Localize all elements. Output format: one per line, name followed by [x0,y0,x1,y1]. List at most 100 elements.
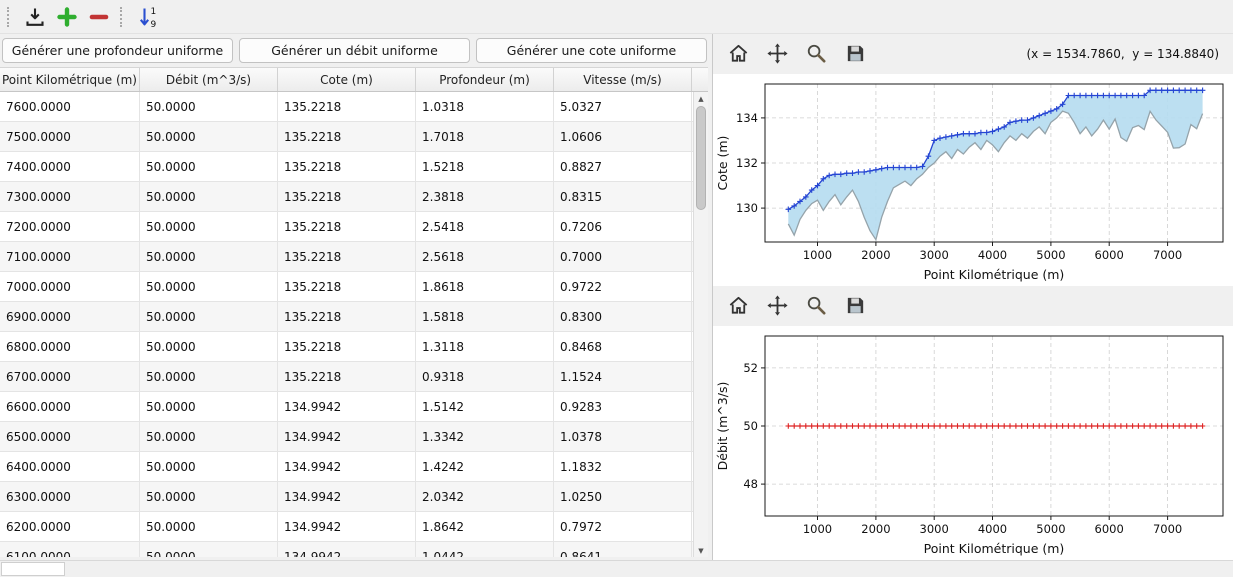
table-cell[interactable]: 134.9942 [278,512,416,541]
table-cell[interactable]: 135.2218 [278,272,416,301]
table-row[interactable]: 6100.0000 50.0000 134.9942 1.0442 0.8641 [0,542,693,557]
table-cell[interactable]: 6800.0000 [0,332,140,361]
table-cell[interactable]: 7500.0000 [0,122,140,151]
home-icon[interactable] [725,41,751,67]
table-cell[interactable]: 134.9942 [278,452,416,481]
table-row[interactable]: 6800.0000 50.0000 135.2218 1.3118 0.8468 [0,332,693,362]
home-icon[interactable] [725,293,751,319]
table-cell[interactable]: 6700.0000 [0,362,140,391]
table-cell[interactable]: 135.2218 [278,92,416,121]
table-cell[interactable]: 2.5618 [416,242,554,271]
column-header[interactable]: Vitesse (m/s) [554,68,692,91]
table-cell[interactable]: 6100.0000 [0,542,140,557]
table-cell[interactable]: 134.9942 [278,482,416,511]
table-row[interactable]: 6400.0000 50.0000 134.9942 1.4242 1.1832 [0,452,693,482]
toolbar-drag-handle[interactable] [7,6,14,27]
table-row[interactable]: 6900.0000 50.0000 135.2218 1.5818 0.8300 [0,302,693,332]
table-row[interactable]: 6600.0000 50.0000 134.9942 1.5142 0.9283 [0,392,693,422]
sort-numeric-icon[interactable]: 1 9 [134,3,162,31]
table-cell[interactable]: 50.0000 [140,392,278,421]
table-cell[interactable]: 50.0000 [140,362,278,391]
table-cell[interactable]: 50.0000 [140,422,278,451]
table-cell[interactable]: 0.8827 [554,152,692,181]
table-cell[interactable]: 1.1832 [554,452,692,481]
table-row[interactable]: 7300.0000 50.0000 135.2218 2.3818 0.8315 [0,182,693,212]
table-cell[interactable]: 50.0000 [140,482,278,511]
table-cell[interactable]: 0.7206 [554,212,692,241]
zoom-icon[interactable] [803,41,829,67]
scrollbar-thumb[interactable] [696,106,706,210]
save-icon[interactable] [842,41,868,67]
table-cell[interactable]: 50.0000 [140,272,278,301]
table-row[interactable]: 7400.0000 50.0000 135.2218 1.5218 0.8827 [0,152,693,182]
generate-uniform-flow-button[interactable]: Générer un débit uniforme [239,38,470,63]
table-cell[interactable]: 2.3818 [416,182,554,211]
vertical-scrollbar[interactable]: ▲ ▼ [693,92,708,557]
table-cell[interactable]: 135.2218 [278,152,416,181]
toolbar-drag-handle[interactable] [120,6,127,27]
table-cell[interactable]: 7400.0000 [0,152,140,181]
table-cell[interactable]: 5.0327 [554,92,692,121]
export-icon[interactable] [21,3,49,31]
table-cell[interactable]: 7600.0000 [0,92,140,121]
table-cell[interactable]: 135.2218 [278,122,416,151]
table-cell[interactable]: 6400.0000 [0,452,140,481]
table-cell[interactable]: 1.5218 [416,152,554,181]
table-cell[interactable]: 1.0442 [416,542,554,557]
table-cell[interactable]: 1.8642 [416,512,554,541]
table-cell[interactable]: 0.9318 [416,362,554,391]
table-cell[interactable]: 1.8618 [416,272,554,301]
table-cell[interactable]: 50.0000 [140,122,278,151]
table-cell[interactable]: 6200.0000 [0,512,140,541]
table-cell[interactable]: 0.8300 [554,302,692,331]
table-cell[interactable]: 135.2218 [278,212,416,241]
table-cell[interactable]: 50.0000 [140,512,278,541]
remove-row-icon[interactable] [85,3,113,31]
table-cell[interactable]: 0.8468 [554,332,692,361]
table-cell[interactable]: 2.0342 [416,482,554,511]
table-row[interactable]: 6200.0000 50.0000 134.9942 1.8642 0.7972 [0,512,693,542]
table-cell[interactable]: 6300.0000 [0,482,140,511]
table-cell[interactable]: 135.2218 [278,362,416,391]
scroll-up-arrow[interactable]: ▲ [698,94,704,103]
debit-chart[interactable]: 1000 2000 3000 4000 5000 6000 7000 48 50 52 Point … [713,326,1233,560]
table-cell[interactable]: 135.2218 [278,332,416,361]
table-cell[interactable]: 0.9283 [554,392,692,421]
table-cell[interactable]: 7200.0000 [0,212,140,241]
table-cell[interactable]: 1.5142 [416,392,554,421]
table-row[interactable]: 7600.0000 50.0000 135.2218 1.0318 5.0327 [0,92,693,122]
zoom-icon[interactable] [803,293,829,319]
table-cell[interactable]: 7100.0000 [0,242,140,271]
table-cell[interactable]: 6500.0000 [0,422,140,451]
table-cell[interactable]: 50.0000 [140,542,278,557]
table-cell[interactable]: 50.0000 [140,452,278,481]
table-cell[interactable]: 50.0000 [140,242,278,271]
column-header[interactable]: Point Kilométrique (m) [0,68,140,91]
table-cell[interactable]: 134.9942 [278,542,416,557]
table-row[interactable]: 7500.0000 50.0000 135.2218 1.7018 1.0606 [0,122,693,152]
pan-icon[interactable] [764,293,790,319]
table-cell[interactable]: 50.0000 [140,302,278,331]
table-cell[interactable]: 134.9942 [278,392,416,421]
table-cell[interactable]: 0.7972 [554,512,692,541]
table-row[interactable]: 7000.0000 50.0000 135.2218 1.8618 0.9722 [0,272,693,302]
table-row[interactable]: 6300.0000 50.0000 134.9942 2.0342 1.0250 [0,482,693,512]
table-cell[interactable]: 1.5818 [416,302,554,331]
generate-uniform-level-button[interactable]: Générer une cote uniforme [476,38,707,63]
table-cell[interactable]: 50.0000 [140,212,278,241]
table-cell[interactable]: 6900.0000 [0,302,140,331]
table-cell[interactable]: 135.2218 [278,182,416,211]
scroll-down-arrow[interactable]: ▼ [698,546,704,555]
table-row[interactable]: 7100.0000 50.0000 135.2218 2.5618 0.7000 [0,242,693,272]
table-cell[interactable]: 135.2218 [278,302,416,331]
add-row-icon[interactable] [53,3,81,31]
table-cell[interactable]: 1.0250 [554,482,692,511]
table-cell[interactable]: 1.4242 [416,452,554,481]
table-cell[interactable]: 6600.0000 [0,392,140,421]
table-cell[interactable]: 1.3118 [416,332,554,361]
table-cell[interactable]: 0.8641 [554,542,692,557]
pan-icon[interactable] [764,41,790,67]
table-cell[interactable]: 50.0000 [140,92,278,121]
table-cell[interactable]: 1.0318 [416,92,554,121]
generate-uniform-depth-button[interactable]: Générer une profondeur uniforme [2,38,233,63]
